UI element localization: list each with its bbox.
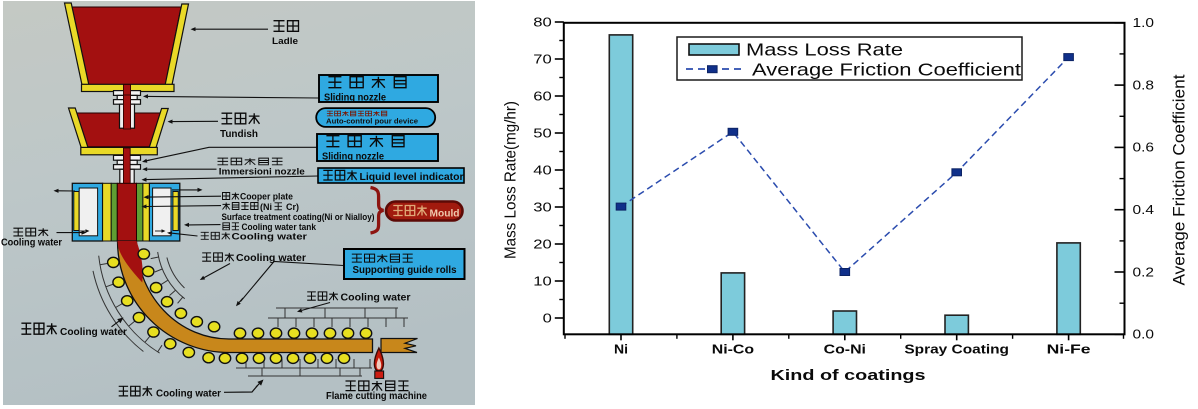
svg-text:Cooling water: Cooling water <box>1 238 62 249</box>
svg-text:Surface treatment coating(Ni o: Surface treatment coating(Ni or Nialloy) <box>222 212 375 222</box>
svg-text:Cooling water: Cooling water <box>156 388 221 400</box>
svg-text:Cooling water: Cooling water <box>232 232 308 243</box>
svg-text:Flame cutting machine: Flame cutting machine <box>326 390 427 402</box>
svg-text:80: 80 <box>533 15 552 29</box>
svg-text:Sliding nozzle: Sliding nozzle <box>324 93 386 104</box>
svg-text:20: 20 <box>533 237 552 251</box>
svg-text:Average Friction Coefficient: Average Friction Coefficient <box>1171 74 1189 285</box>
svg-text:Cooling water: Cooling water <box>341 292 411 304</box>
svg-text:1.0: 1.0 <box>1133 16 1155 30</box>
svg-text:Liquid level indicator: Liquid level indicator <box>360 172 464 183</box>
svg-text:Ni-Co: Ni-Co <box>712 343 755 357</box>
svg-text:Tundish: Tundish <box>220 129 258 140</box>
svg-text:Cooling water: Cooling water <box>236 253 306 264</box>
svg-text:30: 30 <box>533 200 552 214</box>
svg-text:10: 10 <box>533 274 552 288</box>
svg-text:Sliding nozzle: Sliding nozzle <box>322 152 384 163</box>
svg-text:0.4: 0.4 <box>1133 203 1155 217</box>
svg-text:0.0: 0.0 <box>1133 328 1155 342</box>
svg-text:Spray Coating: Spray Coating <box>904 343 1009 357</box>
svg-text:Average Friction Coefficient: Average Friction Coefficient <box>752 60 1021 80</box>
svg-text:Co-Ni: Co-Ni <box>824 343 866 357</box>
svg-text:Kind of coatings: Kind of coatings <box>771 367 926 384</box>
svg-text:Ladle: Ladle <box>272 36 298 47</box>
svg-text:60: 60 <box>533 89 552 103</box>
svg-text:Mass Loss Rate(mg/hr): Mass Loss Rate(mg/hr) <box>503 101 520 259</box>
svg-text:Cooling water tank: Cooling water tank <box>242 222 317 232</box>
svg-text:Supporting guide rolls: Supporting guide rolls <box>353 265 457 276</box>
svg-text:Mass Loss Rate: Mass Loss Rate <box>746 40 903 60</box>
svg-text:Immersioni nozzle: Immersioni nozzle <box>219 166 305 176</box>
svg-text:Ni-Fe: Ni-Fe <box>1047 343 1091 357</box>
svg-text:Cr): Cr) <box>286 202 299 212</box>
svg-text:70: 70 <box>533 52 552 66</box>
svg-text:Mould: Mould <box>430 209 460 220</box>
svg-text:Cooper plate: Cooper plate <box>240 192 293 202</box>
svg-text:40: 40 <box>533 163 552 177</box>
svg-text:50: 50 <box>533 126 552 140</box>
svg-text:0.6: 0.6 <box>1133 141 1155 155</box>
svg-text:Cooling water: Cooling water <box>60 326 127 338</box>
svg-text:0: 0 <box>543 311 552 325</box>
svg-text:Auto-control pour device: Auto-control pour device <box>326 117 418 126</box>
svg-text:(Ni: (Ni <box>260 202 272 212</box>
svg-text:Ni: Ni <box>614 343 628 357</box>
svg-text:0.8: 0.8 <box>1133 78 1155 92</box>
svg-text:0.2: 0.2 <box>1133 265 1155 279</box>
